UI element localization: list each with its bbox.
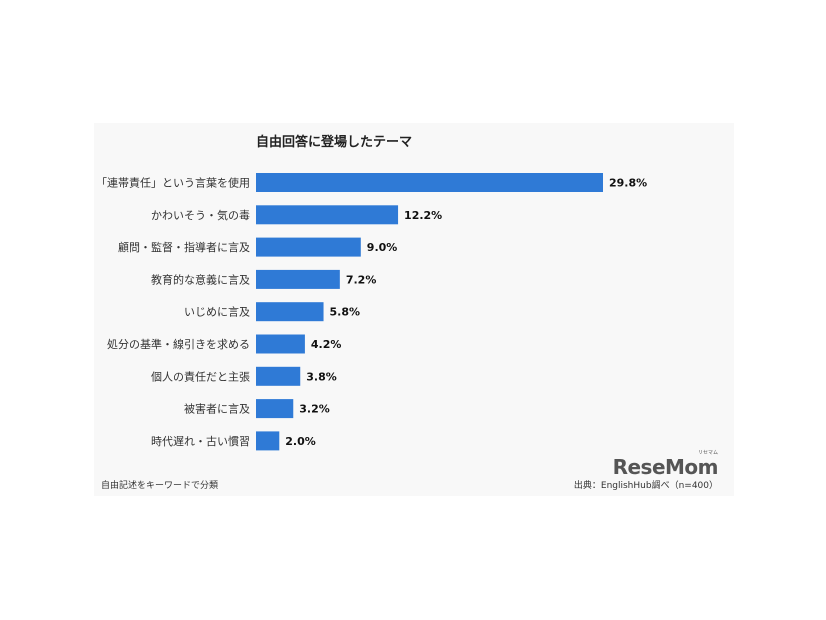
bar [256,302,324,322]
value-label: 7.2% [346,273,377,286]
category-label: かわいそう・気の毒 [151,208,250,222]
logo-text: ReseMom [612,455,719,479]
bar [256,334,305,354]
value-label: 4.2% [311,338,342,351]
value-label: 3.2% [299,403,330,416]
category-label: 個人の責任だと主張 [151,369,250,383]
category-label: 被害者に言及 [184,402,250,416]
category-label: 時代遅れ・古い慣習 [151,434,250,448]
bar [256,237,361,257]
bar [256,205,399,225]
bar [256,431,280,451]
bar [256,366,301,386]
category-label: 処分の基準・線引きを求める [107,337,250,351]
value-label: 9.0% [367,241,398,254]
value-label: 12.2% [404,209,442,222]
bar [256,399,294,419]
category-label: 教育的な意義に言及 [151,272,250,286]
value-label: 3.8% [306,370,337,383]
category-label: 顧問・監督・指導者に言及 [118,240,250,254]
source-note: 出典：EnglishHub調べ（n=400） [573,481,718,491]
resemom-logo: ReseMom リセマム [612,450,719,479]
logo-ruby: リセマム [697,450,718,456]
bar [256,269,340,289]
value-label: 5.8% [330,306,361,319]
chart-title: 自由回答に登場したテーマ [256,135,413,150]
category-label: いじめに言及 [184,306,250,319]
bar [256,173,603,192]
bars-group: 「連帯責任」という言葉を使用 29.8% かわいそう・気の毒 12.2% 顧問・監督・指… [96,173,647,451]
value-label: 29.8% [609,177,647,190]
footnote: 自由記述をキーワードで分類 [101,481,219,491]
value-label: 2.0% [285,435,316,448]
category-label: 「連帯責任」という言葉を使用 [96,176,250,190]
